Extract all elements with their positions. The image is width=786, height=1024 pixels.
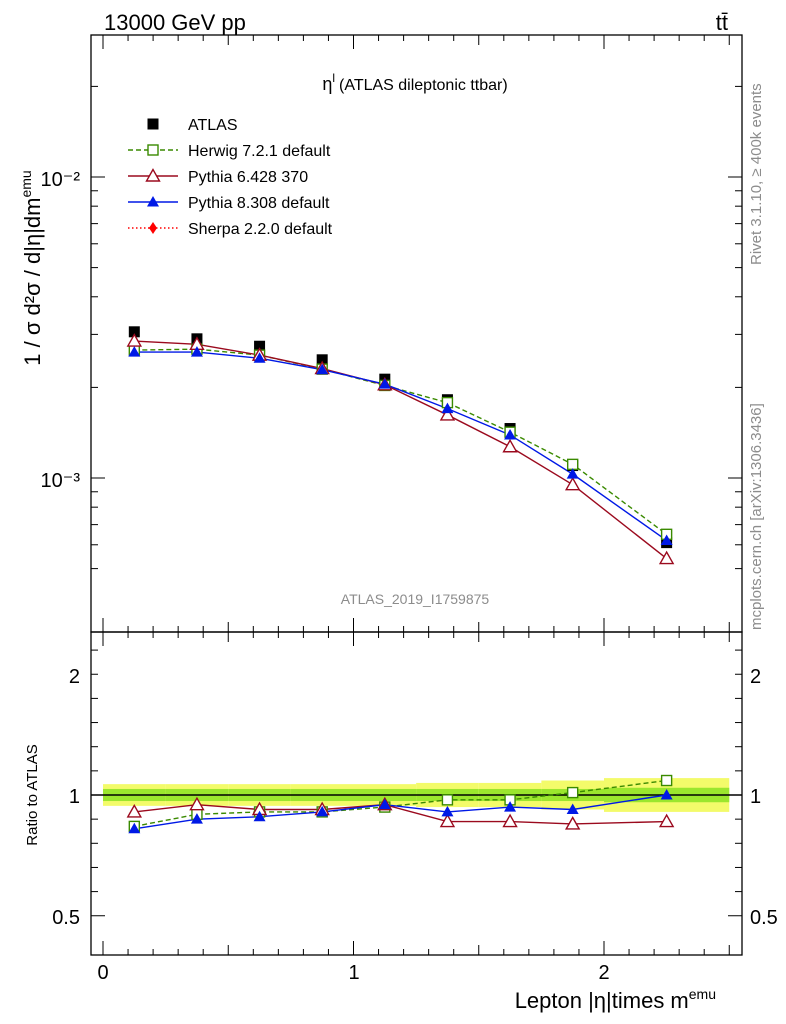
ratio-y-tick-label-05-right: 0.5 (750, 907, 778, 929)
ratio-point-pythia-8-308-default (504, 801, 517, 812)
main-title: ηl (ATLAS dileptonic ttbar) (322, 71, 507, 94)
main-point-pythia-6-428-370 (658, 550, 675, 565)
legend-label: ATLAS (188, 117, 238, 134)
main-line-pythia-8-308-default (134, 351, 668, 542)
legend-marker (147, 196, 159, 207)
ratio-point-herwig-7-2-1-default (660, 774, 673, 787)
legend-marker (149, 222, 157, 234)
main-line-pythia-6-428-370 (134, 340, 668, 560)
ratio-point-pythia-8-308-default (190, 813, 203, 824)
main-plot: ηl (ATLAS dileptonic ttbar) 1 / σ d²σ / d… (18, 34, 743, 633)
legend-item-atlas: ATLAS (147, 117, 238, 134)
ratio-point-pythia-8-308-default (378, 798, 391, 810)
main-point-atlas (128, 326, 140, 338)
main-point-pythia-8-308-default (441, 402, 454, 414)
rivet-label: Rivet 3.1.10, ≥ 400k events (748, 83, 765, 265)
ratio-point-pythia-6-428-370 (658, 813, 675, 828)
main-axis-ticks (91, 35, 742, 632)
mcplots-label: mcplots.cern.ch [arXiv:1306.3436] (748, 403, 765, 630)
main-series-markers (126, 326, 675, 565)
main-point-pythia-8-308-default (566, 468, 579, 479)
ratio-point-pythia-6-428-370 (564, 816, 581, 830)
ratio-plot-frame (90, 631, 743, 956)
ratio-point-pythia-8-308-default (128, 822, 141, 834)
legend-item-sherpa-2-2-0-default: Sherpa 2.2.0 default (128, 221, 333, 238)
main-point-pythia-8-308-default (128, 346, 141, 357)
legend-label: Pythia 6.428 370 (188, 169, 308, 186)
energy-label: 13000 GeV pp (104, 10, 246, 35)
legend-label: Herwig 7.2.1 default (188, 143, 331, 160)
ratio-point-pythia-6-428-370 (189, 796, 205, 811)
main-y-axis-label: 1 / σ d²σ / d|η|dmemu (18, 170, 45, 365)
ratio-y-axis-label: Ratio to ATLAS (24, 744, 41, 845)
main-point-pythia-8-308-default (316, 363, 329, 375)
ratio-point-pythia-8-308-default (566, 803, 579, 814)
ratio-point-herwig-7-2-1-default (566, 786, 579, 799)
ratio-y-tick-label-1-left: 1 (69, 786, 80, 808)
legend-item-herwig-7-2-1-default: Herwig 7.2.1 default (128, 143, 331, 160)
ratio-series-markers (126, 774, 675, 834)
main-point-pythia-6-428-370 (502, 438, 518, 453)
ratio-point-pythia-8-308-default (441, 805, 454, 817)
main-point-herwig-7-2-1-default (566, 458, 579, 471)
ratio-y-tick-label-2-left: 2 (69, 666, 80, 688)
ratio-plot: Ratio to ATLAS 2 1 0.5 2 1 0.5 0 1 2 Lep… (24, 631, 778, 1013)
ratio-y-tick-label-1-right: 1 (750, 786, 761, 808)
y-tick-label-1e-3: 10⁻³ (41, 470, 81, 492)
x-tick-label-0: 0 (97, 962, 108, 984)
x-tick-label-2: 2 (598, 962, 609, 984)
main-point-pythia-8-308-default (660, 534, 673, 545)
ratio-point-pythia-8-308-default (660, 789, 673, 800)
y-tick-label-1e-2: 10⁻² (41, 169, 81, 191)
ratio-point-herwig-7-2-1-default (441, 794, 454, 806)
main-point-pythia-8-308-default (504, 428, 517, 440)
main-line-herwig-7-2-1-default (134, 348, 668, 535)
main-point-pythia-6-428-370 (439, 407, 456, 421)
main-series-lines (134, 340, 668, 560)
main-point-atlas (254, 340, 266, 352)
ratio-point-pythia-6-428-370 (502, 813, 518, 828)
ratio-uncertainty-band (91, 778, 742, 812)
ratio-point-pythia-8-308-default (253, 810, 266, 822)
main-point-atlas (316, 354, 328, 366)
legend-marker (147, 118, 159, 130)
legend-marker (147, 144, 159, 156)
ratio-point-pythia-8-308-default (316, 805, 329, 817)
ratio-axis-ticks (91, 632, 742, 955)
legend-label: Pythia 8.308 default (188, 195, 330, 212)
legend: ATLAS Herwig 7.2.1 default Pythia 6.428 37… (128, 117, 333, 238)
x-axis-label: Lepton |η|times memu (515, 986, 716, 1013)
main-point-pythia-8-308-default (253, 352, 266, 363)
main-point-pythia-8-308-default (190, 346, 203, 357)
main-point-pythia-8-308-default (378, 378, 391, 389)
ratio-point-pythia-6-428-370 (126, 803, 143, 818)
x-tick-label-1: 1 (348, 962, 359, 984)
legend-label: Sherpa 2.2.0 default (188, 221, 333, 238)
legend-item-pythia-6-428-370: Pythia 6.428 370 (128, 168, 308, 186)
process-label: tt̄ (716, 10, 728, 35)
ratio-y-tick-label-2-right: 2 (750, 666, 761, 688)
ratio-y-tick-label-05-left: 0.5 (52, 907, 80, 929)
main-point-pythia-6-428-370 (564, 476, 581, 491)
ratio-point-pythia-6-428-370 (439, 813, 456, 828)
legend-item-pythia-8-308-default: Pythia 8.308 default (128, 195, 330, 212)
analysis-watermark: ATLAS_2019_I1759875 (341, 591, 490, 607)
legend-marker (145, 168, 161, 182)
